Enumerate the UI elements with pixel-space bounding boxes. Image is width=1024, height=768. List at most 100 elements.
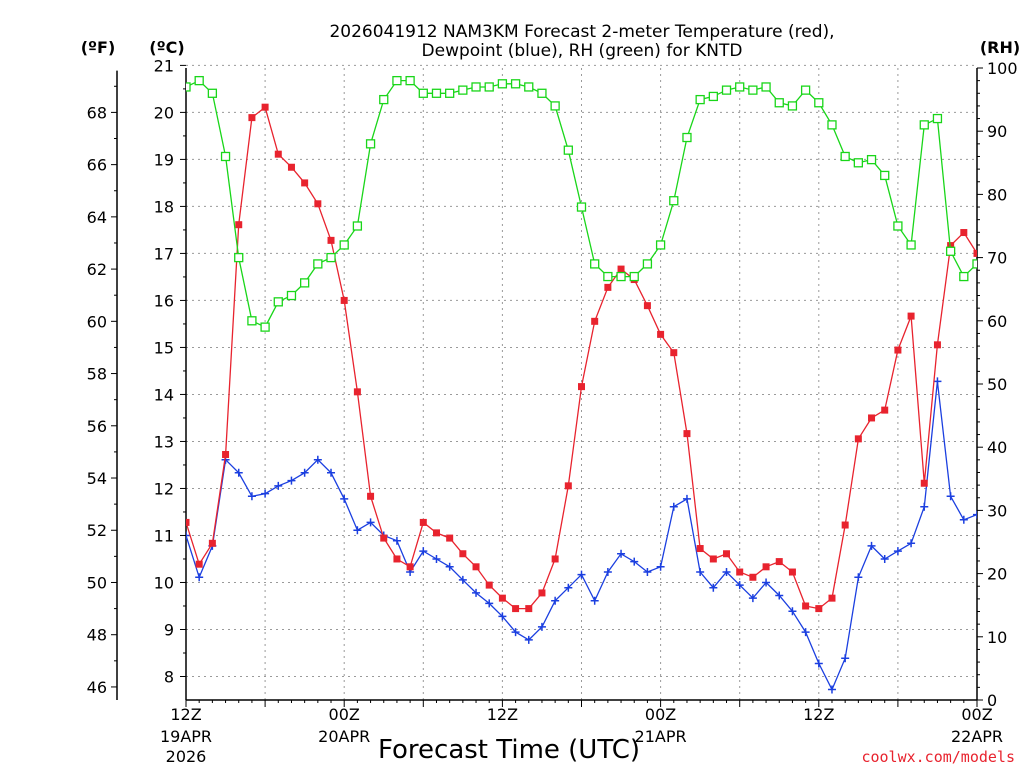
rh-point xyxy=(880,170,890,181)
temperature-point xyxy=(367,492,375,500)
rh-point xyxy=(379,94,389,105)
rh-point xyxy=(721,85,732,95)
dewpoint-point xyxy=(959,515,968,524)
dewpoint-point xyxy=(735,581,744,590)
rh-point xyxy=(537,88,547,98)
temperature-point xyxy=(657,330,665,338)
temperature-point xyxy=(578,383,585,391)
dewpoint-point xyxy=(261,489,270,498)
temperature-point xyxy=(564,482,572,490)
dewpoint-point xyxy=(327,468,336,477)
rh-point xyxy=(695,94,705,105)
rh-point xyxy=(247,316,257,326)
c-tick-label: 17 xyxy=(154,244,174,263)
temperature-point xyxy=(498,594,506,602)
dewpoint-point xyxy=(880,554,889,563)
plot-area xyxy=(186,75,977,694)
c-tick-label: 16 xyxy=(154,291,174,310)
dewpoint-point xyxy=(392,536,401,545)
dewpoint-point xyxy=(775,591,784,600)
dewpoint-point xyxy=(458,575,467,584)
rh-point xyxy=(286,290,297,301)
rh-point xyxy=(431,88,442,98)
rh-point xyxy=(787,101,798,111)
temperature-point xyxy=(340,296,348,304)
dewpoint-point xyxy=(603,568,612,577)
f-tick-label: 52 xyxy=(87,521,107,540)
rh-point xyxy=(194,75,204,86)
rh-point xyxy=(945,246,956,256)
rh-tick-label: 100 xyxy=(987,59,1018,78)
rh-point xyxy=(339,240,349,250)
temperature-point xyxy=(485,581,493,589)
rh-point xyxy=(405,75,415,86)
temperature-point xyxy=(222,451,230,459)
rh-point xyxy=(853,158,863,168)
rh-point xyxy=(708,91,718,102)
dewpoint-point xyxy=(617,549,626,558)
x-tick-label-line1: 00Z xyxy=(329,705,360,724)
rh-point xyxy=(827,120,837,130)
rh-point xyxy=(563,145,573,155)
rh-point xyxy=(590,259,600,269)
c-tick-label: 11 xyxy=(154,526,174,545)
temperature-point xyxy=(327,236,335,244)
chart-title-line1: 2026041912 NAM3KM Forecast 2-meter Tempe… xyxy=(329,22,834,42)
rh-point xyxy=(603,271,613,282)
rh-point xyxy=(655,240,666,250)
temperature-point xyxy=(301,179,309,187)
rh-point xyxy=(774,98,784,108)
dewpoint-point xyxy=(234,468,243,477)
temperature-point xyxy=(380,534,388,542)
rh-point xyxy=(866,154,877,165)
series-layer xyxy=(186,75,977,694)
rh-point xyxy=(207,88,218,98)
dewpoint-point xyxy=(762,578,771,587)
rh-point xyxy=(642,259,653,269)
dewpoint-point xyxy=(247,492,256,501)
rh-point xyxy=(959,271,969,282)
rh-point xyxy=(800,85,811,95)
dewpoint-point xyxy=(722,568,731,577)
temperature-point xyxy=(841,521,849,529)
rh-point xyxy=(972,259,977,269)
dewpoint-point xyxy=(498,612,507,621)
c-tick-label: 15 xyxy=(154,338,174,357)
dewpoint-point xyxy=(577,570,586,579)
x-tick-label-line2: 22APR xyxy=(951,727,1003,746)
dewpoint-point xyxy=(788,607,797,616)
dewpoint-point xyxy=(867,541,876,550)
rh-point xyxy=(932,113,943,124)
dewpoint-point xyxy=(511,628,520,637)
rh-point xyxy=(471,82,481,92)
temperature-point xyxy=(314,200,322,208)
right-axis-rh-label: (RH) xyxy=(980,38,1020,57)
rh-point xyxy=(814,98,824,108)
rh-point xyxy=(497,79,508,89)
rh-point xyxy=(840,151,850,162)
temperature-point xyxy=(749,573,757,581)
temperature-point xyxy=(815,605,823,613)
dewpoint-point xyxy=(920,502,929,511)
temperature-point xyxy=(235,221,243,229)
rh-point xyxy=(576,202,587,212)
temperature-point xyxy=(933,341,941,349)
dewpoint-point xyxy=(814,659,823,668)
dewpoint-point xyxy=(643,568,652,577)
f-tick-label: 68 xyxy=(87,103,107,122)
temperature-point xyxy=(643,302,651,310)
temperature-point xyxy=(406,563,414,571)
temperature-point xyxy=(186,518,190,526)
rh-point xyxy=(299,278,310,288)
x-tick-label-line2: 21APR xyxy=(635,727,687,746)
x-tick-label-line1: 12Z xyxy=(803,705,834,724)
rh-point xyxy=(893,221,903,231)
dewpoint-point xyxy=(340,494,349,503)
f-tick-label: 46 xyxy=(87,678,107,697)
f-tick-label: 58 xyxy=(87,365,107,384)
rh-tick-label: 90 xyxy=(987,122,1007,141)
temperature-point xyxy=(274,150,282,158)
rh-point xyxy=(919,120,929,130)
temperature-point xyxy=(432,529,440,537)
